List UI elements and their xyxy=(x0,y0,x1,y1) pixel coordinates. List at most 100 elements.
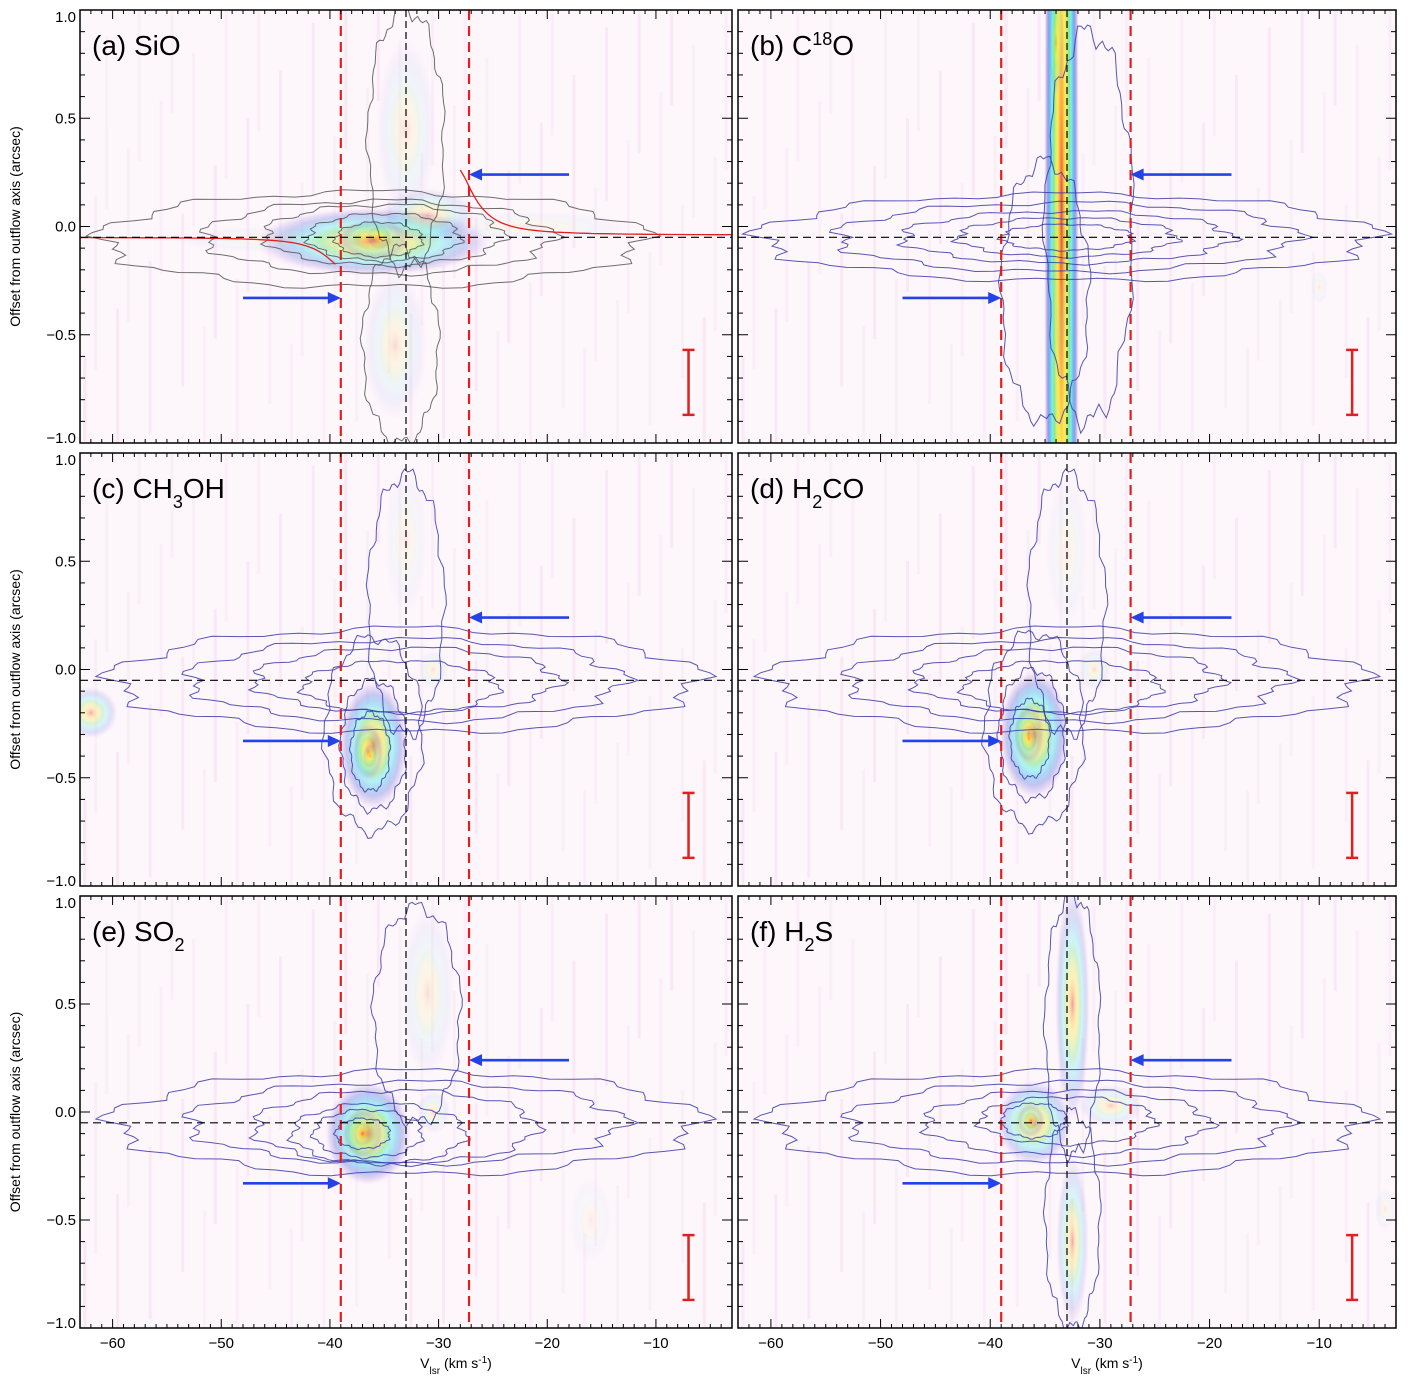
noise-streak xyxy=(724,896,728,1056)
noise-streak xyxy=(1180,453,1184,627)
noise-streak xyxy=(224,896,228,1065)
noise-streak xyxy=(670,896,674,992)
noise-streaks xyxy=(741,453,1392,886)
noise-streak xyxy=(681,204,685,379)
noise-streak xyxy=(1366,760,1370,886)
noise-streak xyxy=(763,478,767,653)
x-axis-title-units-sup: -1 xyxy=(478,1355,487,1366)
panel-b xyxy=(737,9,1397,444)
x-tick-label: −60 xyxy=(758,1335,783,1352)
noise-streak xyxy=(202,1211,206,1328)
noise-streak xyxy=(246,561,250,735)
contour-line xyxy=(895,210,1244,266)
noise-streak xyxy=(1213,10,1217,136)
noise-streak xyxy=(528,1168,532,1328)
noise-streak xyxy=(1322,92,1326,266)
emission-blob xyxy=(1045,474,1089,627)
noise-streak xyxy=(300,1068,304,1242)
noise-streak xyxy=(960,1068,964,1242)
noise-streak xyxy=(840,656,844,830)
panels xyxy=(79,9,1397,1329)
noise-streak xyxy=(1344,204,1348,379)
noise-streak xyxy=(829,10,833,114)
noise-streak xyxy=(1245,1232,1249,1328)
noise-streak xyxy=(637,453,641,596)
noise-streak xyxy=(905,118,909,292)
noise-streak xyxy=(1114,105,1118,279)
noise-streak xyxy=(279,70,283,244)
noise-streak xyxy=(181,1099,185,1272)
noise-streak xyxy=(594,1073,598,1246)
noise-streak xyxy=(1037,10,1041,101)
noise-streak xyxy=(148,261,152,435)
y-tick-label: 1.0 xyxy=(55,895,76,912)
panel-e xyxy=(79,895,733,1329)
panel-label-sub: 2 xyxy=(812,492,822,512)
noise-streak xyxy=(873,608,877,783)
x-tick-label: −40 xyxy=(317,1335,342,1352)
contour-line xyxy=(1042,896,1102,1165)
noise-streak xyxy=(763,921,767,1095)
noise-streak xyxy=(550,896,554,1022)
noise-streak xyxy=(1224,235,1228,409)
noise-streak xyxy=(192,53,196,227)
noise-streak xyxy=(807,1146,811,1320)
y-axis-title: Offset from outflow axis (arcsec) xyxy=(7,569,23,769)
noise-streak xyxy=(594,630,598,804)
noise-streak xyxy=(785,1034,789,1208)
emission-blob xyxy=(416,211,635,242)
y-tick-label: −0.5 xyxy=(46,770,76,787)
x-tick-label: −50 xyxy=(868,1335,893,1352)
noise-streak xyxy=(873,165,877,340)
noise-streak xyxy=(1267,913,1271,1087)
noise-streak xyxy=(1344,647,1348,822)
noise-streak xyxy=(365,973,369,1147)
x-axis-title-units-close: ) xyxy=(487,1355,492,1371)
noise-streak xyxy=(355,1133,359,1307)
noise-streak xyxy=(1125,896,1129,1004)
noise-streak xyxy=(1026,87,1030,262)
panel-d xyxy=(737,452,1397,887)
noise-streak xyxy=(702,317,706,443)
emission-blob xyxy=(384,463,428,616)
noise-streak xyxy=(311,465,315,640)
noise-streak xyxy=(496,1215,500,1328)
contour-line xyxy=(949,217,1183,259)
noise-streak xyxy=(1037,896,1041,987)
arrow-lower-head xyxy=(988,291,1002,304)
noise-streak xyxy=(605,913,609,1087)
x-axis-title-units: (km s xyxy=(1095,1355,1129,1371)
noise-streak xyxy=(170,453,174,557)
noise-streak xyxy=(322,1181,326,1328)
noise-streak xyxy=(829,896,833,1000)
contour-line xyxy=(332,221,425,259)
noise-streak xyxy=(83,1241,87,1328)
y-tick-label: 0.0 xyxy=(55,662,76,679)
noise-streak xyxy=(126,591,130,765)
noise-streak xyxy=(474,1103,478,1277)
noise-streak xyxy=(1015,1133,1019,1307)
noise-streak xyxy=(796,896,800,1048)
noise-streak xyxy=(862,326,866,443)
noise-streak xyxy=(626,1025,630,1199)
noise-streak xyxy=(1234,960,1238,1134)
arrow-lower-head xyxy=(327,734,341,747)
noise-streak xyxy=(916,10,920,132)
noise-streak xyxy=(463,453,467,562)
emission-blob xyxy=(1047,10,1065,97)
contour-line xyxy=(365,468,447,740)
noise-streak xyxy=(1004,453,1008,592)
noise-streak xyxy=(1191,725,1195,886)
noise-streak xyxy=(615,1185,619,1328)
noise-streak xyxy=(626,582,630,757)
plot-area xyxy=(80,453,732,886)
noise-streak xyxy=(1103,265,1107,439)
y-tick-label: −1.0 xyxy=(46,873,76,890)
noise-streak xyxy=(1092,453,1096,609)
noise-streak xyxy=(594,187,598,361)
noise-streak xyxy=(681,647,685,822)
noise-streak xyxy=(365,530,369,705)
emission-blob xyxy=(1053,161,1068,379)
noise-streak xyxy=(1015,248,1019,422)
emission-blob xyxy=(362,269,428,422)
